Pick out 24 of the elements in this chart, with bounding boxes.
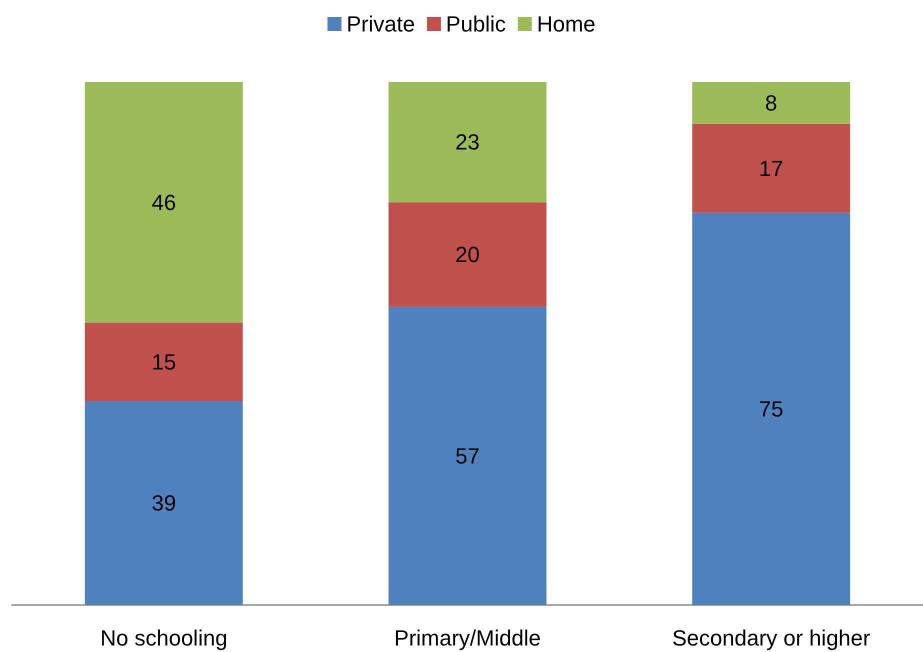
data-label: 17 [758,156,784,181]
bar [388,82,546,202]
bar [692,124,850,213]
bar [388,306,546,605]
bar [84,82,243,323]
data-label: 15 [152,349,176,374]
data-label: 8 [765,90,778,116]
bar [84,322,243,402]
bar [388,202,546,307]
data-label: 23 [455,130,480,155]
legend-label: Private [346,12,415,36]
bar [692,82,850,124]
bar [84,401,243,605]
data-label: 20 [455,242,480,268]
data-label: 39 [152,490,176,516]
x-tick-label: No schooling [100,626,228,650]
data-label: 57 [455,443,480,468]
data-label: 46 [152,190,176,215]
x-tick-label: Primary/Middle [394,626,541,650]
legend-label: Home [536,12,596,36]
legend-label: Public [446,12,506,36]
data-label: 75 [758,396,784,422]
bar [692,212,850,605]
x-tick-label: Secondary or higher [672,626,870,650]
